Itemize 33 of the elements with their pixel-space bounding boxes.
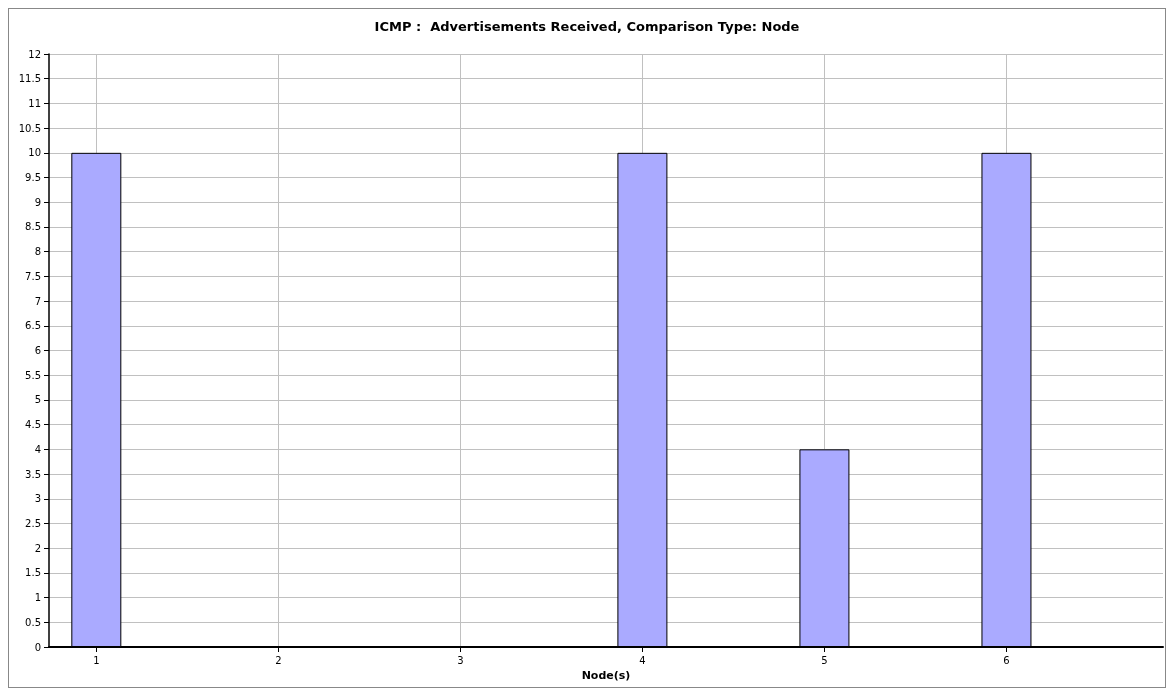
x-tick-label: 4 (639, 654, 646, 666)
y-tick-label: 12 (28, 48, 41, 60)
y-tick-label: 11.5 (18, 73, 41, 85)
y-tick-label: 2.5 (25, 517, 41, 529)
y-tick-label: 9.5 (25, 172, 41, 184)
x-tick-label: 2 (275, 654, 282, 666)
y-tick-label: 7.5 (25, 270, 41, 282)
x-tick-label: 3 (457, 654, 464, 666)
y-tick-label: 6.5 (25, 320, 41, 332)
y-tick-label: 3 (34, 493, 41, 505)
y-tick-label: 5.5 (25, 369, 41, 381)
y-tick-label: 5 (34, 394, 41, 406)
x-axis-title: Node(s) (581, 668, 631, 682)
x-tick-label: 5 (821, 654, 828, 666)
y-tick-label: 9 (34, 196, 41, 208)
y-tick-label: 10.5 (18, 122, 41, 134)
y-tick-label: 1.5 (25, 567, 41, 579)
y-tick-label: 11 (28, 97, 41, 109)
y-tick-label: 8 (34, 246, 41, 258)
x-tick-label: 1 (93, 654, 100, 666)
y-tick-label: 0.5 (25, 616, 41, 628)
chart-title: ICMP : Advertisements Received, Comparison Type: Node (374, 19, 800, 34)
y-tick-label: 3.5 (25, 468, 41, 480)
y-tick-label: 4 (34, 443, 41, 455)
y-tick-label: 7 (34, 295, 41, 307)
y-tick-label: 0 (34, 641, 41, 653)
y-tick-label: 8.5 (25, 221, 41, 233)
y-tick-label: 2 (34, 542, 41, 554)
y-tick-label: 6 (34, 345, 41, 356)
x-tick-label: 6 (1003, 654, 1010, 666)
y-tick-label: 4.5 (25, 419, 41, 431)
y-tick-label: 10 (28, 147, 41, 159)
y-tick-label: 1 (34, 592, 41, 604)
